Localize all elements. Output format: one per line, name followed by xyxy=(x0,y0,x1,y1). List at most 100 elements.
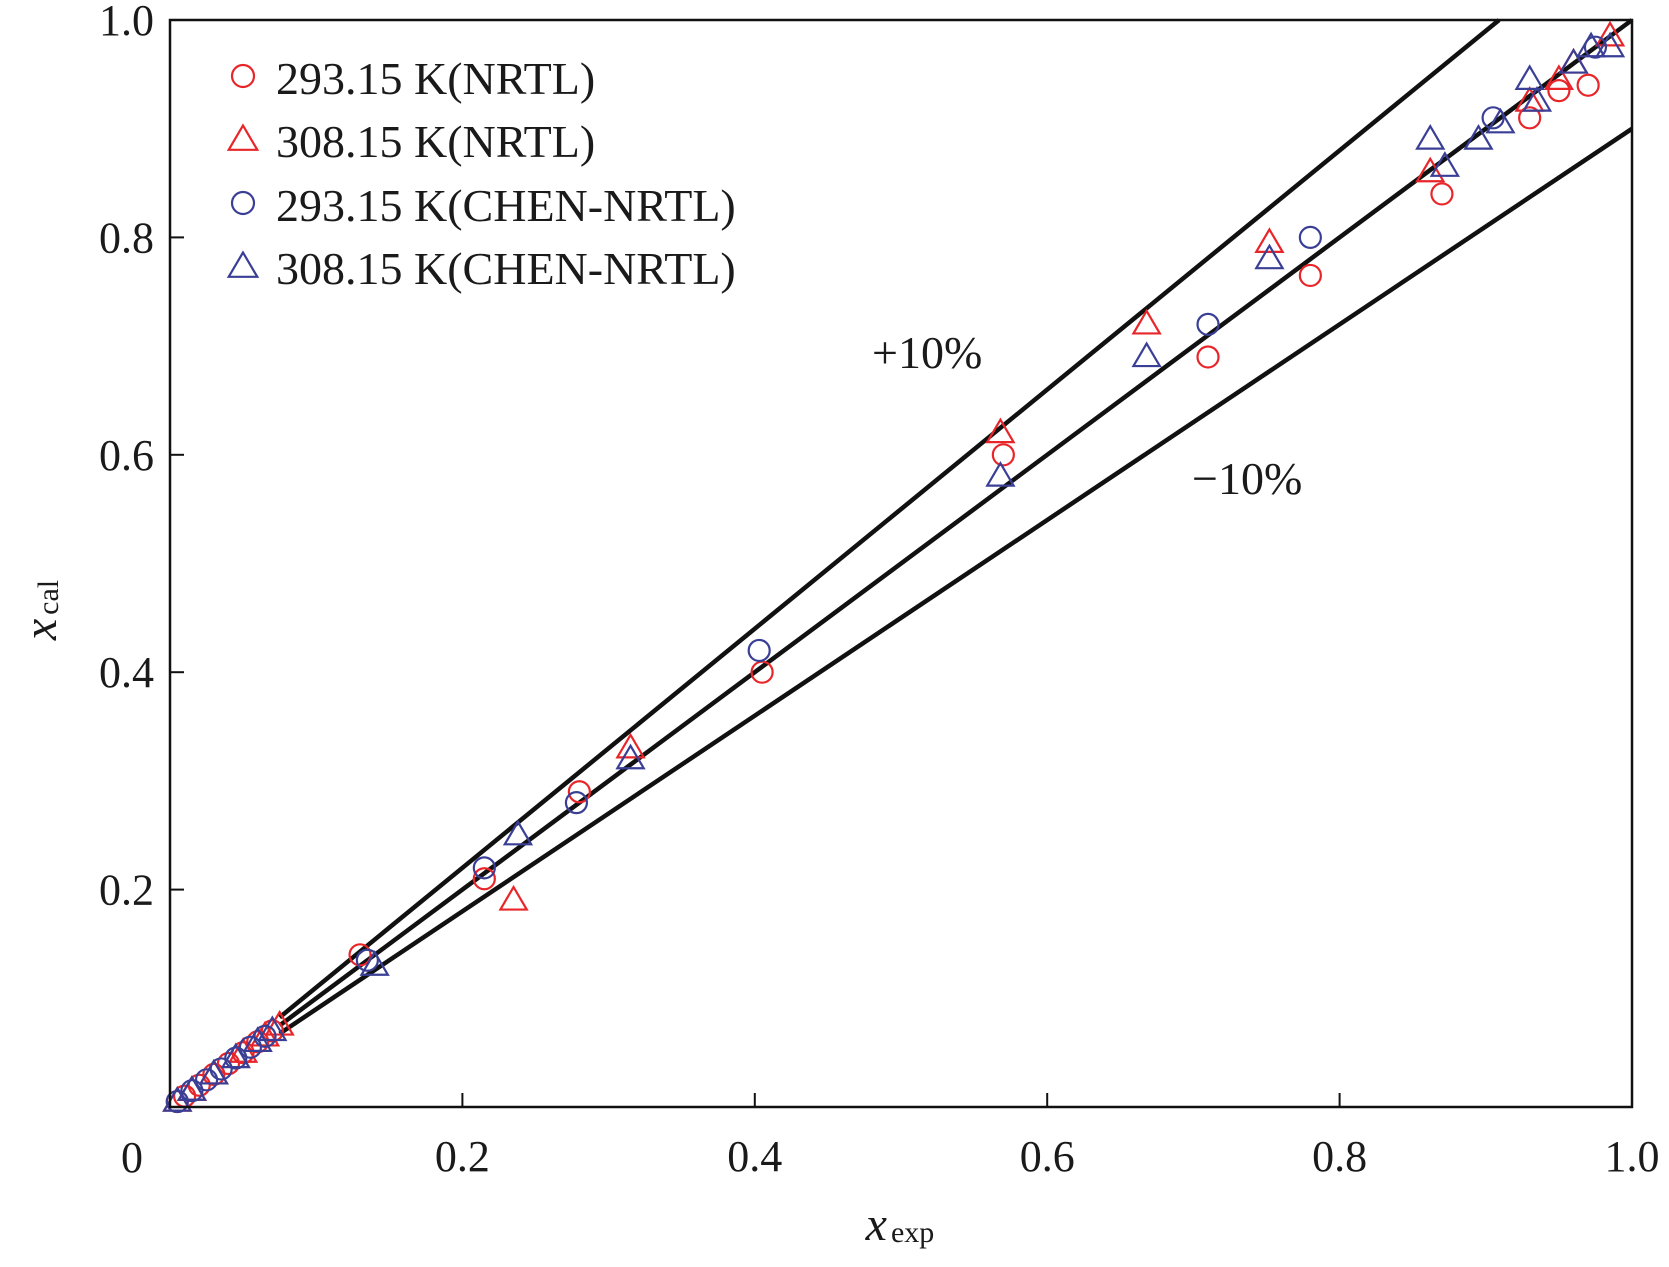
data-point-circle xyxy=(991,443,1015,467)
data-point-triangle xyxy=(1254,243,1285,270)
x-axis-label: x exp xyxy=(865,1198,935,1251)
data-point-circle xyxy=(202,1062,226,1086)
data-point-circle xyxy=(1518,106,1542,130)
legend-marker-triangle xyxy=(226,123,260,151)
reference-line-parity xyxy=(278,18,1634,1028)
series-3 xyxy=(162,31,1626,1112)
data-point-triangle xyxy=(1415,124,1446,150)
data-point-circle xyxy=(180,1079,204,1103)
legend-marker-circle xyxy=(230,190,256,216)
data-point-circle xyxy=(747,638,771,663)
data-point-circle xyxy=(231,1041,255,1065)
data-point-triangle xyxy=(359,950,390,976)
data-point-triangle xyxy=(220,1042,251,1069)
y-tick-label: 0.6 xyxy=(99,431,154,480)
x-tick-label: 0.2 xyxy=(435,1132,490,1181)
x-axis-label-main: x xyxy=(865,1198,887,1251)
data-markers xyxy=(162,20,1626,1114)
legend-marker-triangle xyxy=(226,250,260,278)
x-tick-label: 1.0 xyxy=(1605,1132,1660,1181)
data-point-triangle xyxy=(1131,341,1162,368)
data-point-triangle xyxy=(1415,156,1446,183)
plot-frame xyxy=(168,18,1634,1109)
y-tick-label: 0.8 xyxy=(99,213,154,262)
data-point-circle xyxy=(472,856,496,880)
axis-ticks: 0.2 0.4 0.6 0.8 1.0 0.2 0.4 0.6 0.8 1.0 xyxy=(99,0,1660,1181)
data-point-circle xyxy=(216,1051,241,1076)
data-point-circle xyxy=(194,1068,219,1092)
data-point-triangle xyxy=(1594,20,1626,47)
legend-entry-label: 293.15 K(CHEN-NRTL) xyxy=(276,180,736,231)
x-tick-label: 0.8 xyxy=(1312,1132,1367,1181)
annotation-plus-10: +10% xyxy=(872,327,982,378)
y-axis-label-sub: cal xyxy=(32,580,65,615)
data-point-circle xyxy=(253,1024,277,1048)
legend: 293.15 K(NRTL) 308.15 K(NRTL) 293.15 K(CHE… xyxy=(226,53,736,294)
data-point-circle xyxy=(1196,312,1220,336)
data-point-triangle xyxy=(1463,124,1494,150)
x-tick-label: 0.6 xyxy=(1020,1132,1075,1181)
y-tick-label: 0.4 xyxy=(99,648,154,697)
data-point-circle xyxy=(1298,225,1322,249)
data-point-triangle xyxy=(1514,64,1545,90)
data-point-triangle xyxy=(1558,47,1589,74)
y-tick-label: 1.0 xyxy=(99,0,154,45)
legend-entry-label: 308.15 K(NRTL) xyxy=(276,116,595,167)
data-point-circle xyxy=(355,948,379,972)
data-point-circle xyxy=(1298,263,1322,288)
data-point-triangle xyxy=(257,1015,288,1042)
legend-entry-label: 293.15 K(NRTL) xyxy=(276,53,595,104)
data-point-triangle xyxy=(615,743,646,770)
data-point-circle xyxy=(224,1046,248,1070)
data-point-triangle xyxy=(1131,308,1162,335)
data-point-triangle xyxy=(1429,151,1460,177)
origin-label: 0 xyxy=(121,1133,143,1182)
y-axis-label-main: x xyxy=(14,619,67,641)
data-point-triangle xyxy=(985,417,1016,444)
data-point-triangle xyxy=(985,460,1016,487)
data-point-circle xyxy=(472,867,496,891)
data-point-circle xyxy=(750,660,774,684)
x-axis-label-sub: exp xyxy=(891,1216,934,1249)
data-point-circle xyxy=(1196,345,1220,369)
legend-entry-label: 308.15 K(CHEN-NRTL) xyxy=(276,243,736,294)
data-point-circle xyxy=(165,1089,189,1114)
reference-line-plus-10 xyxy=(278,18,1501,1020)
plot-border xyxy=(168,18,1634,1109)
reference-line-minus-10 xyxy=(278,126,1634,1036)
data-point-circle xyxy=(246,1030,270,1054)
data-point-circle xyxy=(1481,106,1505,130)
data-point-triangle xyxy=(198,1058,229,1085)
data-point-triangle xyxy=(1521,85,1553,112)
legend-marker-circle xyxy=(230,63,256,89)
data-point-circle xyxy=(564,791,589,815)
data-point-triangle xyxy=(1543,64,1575,90)
data-point-circle xyxy=(1547,79,1571,103)
series-2 xyxy=(165,35,1608,1114)
data-point-triangle xyxy=(615,732,646,759)
data-point-circle xyxy=(1430,182,1454,206)
data-point-circle xyxy=(187,1073,211,1097)
data-point-triangle xyxy=(1594,31,1626,58)
data-point-triangle xyxy=(1575,31,1607,58)
series-0 xyxy=(165,73,1600,1114)
data-point-triangle xyxy=(1485,107,1516,134)
data-point-triangle xyxy=(176,1075,208,1101)
data-point-circle xyxy=(1583,35,1608,59)
data-point-circle xyxy=(1576,73,1600,97)
reference-lines xyxy=(278,18,1634,1036)
data-point-triangle xyxy=(498,884,529,911)
data-point-triangle xyxy=(1254,227,1285,254)
data-point-circle xyxy=(567,780,591,804)
data-point-circle xyxy=(260,1019,284,1043)
data-point-circle xyxy=(238,1035,263,1059)
x-tick-label: 0.4 xyxy=(727,1132,782,1181)
data-point-circle xyxy=(348,943,372,967)
y-axis-label: x cal xyxy=(14,580,67,641)
data-point-triangle xyxy=(264,1009,295,1036)
data-point-circle xyxy=(209,1057,233,1081)
data-point-triangle xyxy=(502,819,534,846)
annotation-minus-10: −10% xyxy=(1192,453,1302,504)
y-tick-label: 0.2 xyxy=(99,866,154,915)
